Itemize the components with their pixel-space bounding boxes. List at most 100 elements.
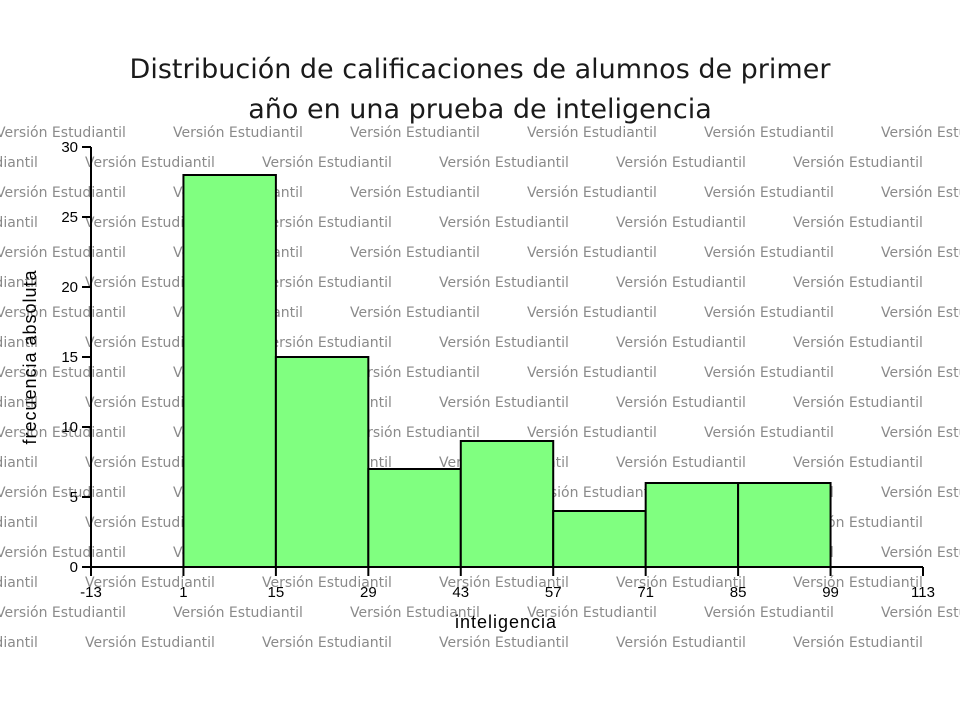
watermark-text: Versión Estudiantil: [881, 245, 960, 261]
x-tick-label: 57: [545, 584, 562, 601]
x-tick-label: -13: [80, 584, 102, 601]
watermark-text: Versión Estudiantil: [881, 365, 960, 381]
watermark-text: Versión Estudiantil: [0, 125, 126, 141]
x-tick-label: 15: [268, 584, 285, 601]
watermark-text: Versión Estudiantil: [0, 155, 38, 171]
watermark-text: Versión Estudiantil: [793, 455, 923, 471]
x-tick-label: 99: [822, 584, 839, 601]
x-axis-label: inteligencia: [455, 612, 557, 632]
watermark-text: Versión Estudiantil: [173, 605, 303, 621]
watermark-text: Versión Estudiantil: [616, 215, 746, 231]
watermark-text: Versión Estudiantil: [0, 245, 126, 261]
watermark-text: Versión Estudiantil: [439, 335, 569, 351]
watermark-text: Versión Estudiantil: [793, 275, 923, 291]
watermark-text: Versión Estudiantil: [881, 125, 960, 141]
histogram-bar: [459, 440, 555, 568]
watermark-text: Versión Estudiantil: [793, 215, 923, 231]
watermark-text: Versión Estudiantil: [0, 395, 38, 411]
watermark-text: Versión Estudiantil: [350, 245, 480, 261]
watermark-text: Versión Estudiantil: [881, 605, 960, 621]
watermark-text: Versión Estudiantil: [0, 365, 126, 381]
watermark-text: Versión Estudiantil: [881, 425, 960, 441]
watermark-text: Versión Estudiantil: [881, 545, 960, 561]
watermark-text: Versión Estudiantil: [0, 425, 126, 441]
watermark-text: Versión Estudiantil: [527, 125, 657, 141]
watermark-text: Versión Estudiantil: [262, 275, 392, 291]
watermark-text: Versión Estudiantil: [439, 215, 569, 231]
watermark-text: Versión Estudiantil: [350, 605, 480, 621]
watermark-text: Versión Estudiantil: [616, 455, 746, 471]
watermark-text: Versión Estudiantil: [793, 635, 923, 651]
watermark-text: Versión Estudiantil: [527, 305, 657, 321]
watermark-text: Versión Estudiantil: [0, 485, 126, 501]
x-tick-label: 1: [179, 584, 187, 601]
watermark-text: Versión Estudiantil: [350, 185, 480, 201]
watermark-layer: Versión Estudiantil Versión Estudiantil Ve…: [0, 125, 960, 651]
watermark-text: Versión Estudiantil: [704, 185, 834, 201]
watermark-text: Versión Estudiantil: [704, 425, 834, 441]
watermark-text: Versión Estudiantil: [793, 335, 923, 351]
histogram-bar: [182, 174, 277, 568]
x-tick-label: 29: [360, 584, 377, 601]
histogram-bar: [552, 510, 647, 568]
histogram-bar: [644, 482, 740, 568]
x-tick-label: 85: [730, 584, 747, 601]
watermark-text: Versión Estudiantil: [350, 305, 480, 321]
watermark-text: Versión Estudiantil: [527, 245, 657, 261]
watermark-text: Versión Estudiantil: [439, 275, 569, 291]
x-tick-label: 113: [911, 584, 935, 601]
y-tick-label: 15: [61, 349, 78, 366]
watermark-text: Versión Estudiantil: [262, 635, 392, 651]
chart-title: Distribución de calificaciones de alumno…: [0, 50, 960, 130]
watermark-text: Versión Estudiantil: [704, 365, 834, 381]
watermark-text: Versión Estudiantil: [262, 335, 392, 351]
watermark-text: Versión Estudiantil: [0, 545, 126, 561]
watermark-text: Versión Estudiantil: [350, 125, 480, 141]
watermark-text: Versión Estudiantil: [85, 635, 215, 651]
watermark-text: Versión Estudiantil: [439, 395, 569, 411]
watermark-text: Versión Estudiantil: [616, 335, 746, 351]
watermark-text: Versión Estudiantil: [0, 605, 126, 621]
watermark-text: Versión Estudiantil: [616, 155, 746, 171]
watermark-text: Versión Estudiantil: [793, 575, 923, 591]
watermark-text: Versión Estudiantil: [704, 125, 834, 141]
watermark-text: Versión Estudiantil: [85, 155, 215, 171]
watermark-text: Versión Estudiantil: [0, 635, 38, 651]
watermark-text: Versión Estudiantil: [0, 515, 38, 531]
watermark-text: Versión Estudiantil: [0, 305, 126, 321]
x-tick-label: 43: [452, 584, 469, 601]
watermark-text: Versión Estudiantil: [704, 245, 834, 261]
watermark-text: Versión Estudiantil: [85, 575, 215, 591]
watermark-text: Versión Estudiantil: [704, 305, 834, 321]
watermark-text: Versión Estudiantil: [439, 155, 569, 171]
watermark-text: Versión Estudiantil: [881, 485, 960, 501]
y-tick-label: 10: [61, 419, 78, 436]
y-tick-label: 5: [70, 489, 78, 506]
watermark-text: Versión Estudiantil: [527, 365, 657, 381]
chart-title-line-1: Distribución de calificaciones de alumno…: [129, 54, 831, 85]
y-axis-label: frecuencia absoluta: [20, 269, 40, 444]
bars-group: [182, 174, 832, 568]
watermark-text: Versión Estudiantil: [616, 395, 746, 411]
histogram-bar: [737, 482, 832, 568]
axes-group: -13 1 15 29 43 57 71 85 99 113 0 5 10 15 20 25 30: [61, 139, 935, 601]
watermark-text: Versión Estudiantil: [616, 635, 746, 651]
watermark-text: Versión Estudiantil: [704, 605, 834, 621]
watermark-text: Versión Estudiantil: [881, 185, 960, 201]
watermark-text: Versión Estudiantil: [881, 305, 960, 321]
watermark-text: Versión Estudiantil: [793, 155, 923, 171]
y-tick-label: 25: [61, 209, 78, 226]
y-tick-label: 0: [70, 559, 78, 576]
watermark-text: Versión Estudiantil: [0, 455, 38, 471]
watermark-text: Versión Estudiantil: [439, 635, 569, 651]
watermark-text: Versión Estudiantil: [350, 365, 480, 381]
histogram-bar: [274, 356, 370, 568]
watermark-text: Versión Estudiantil: [527, 605, 657, 621]
watermark-text: Versión Estudiantil: [0, 575, 38, 591]
watermark-text: Versión Estudiantil: [527, 185, 657, 201]
watermark-text: Versión Estudiantil: [0, 185, 126, 201]
watermark-text: Versión Estudiantil: [0, 335, 38, 351]
watermark-text: Versión Estudiantil: [0, 215, 38, 231]
watermark-text: Versión Estudiantil: [616, 275, 746, 291]
